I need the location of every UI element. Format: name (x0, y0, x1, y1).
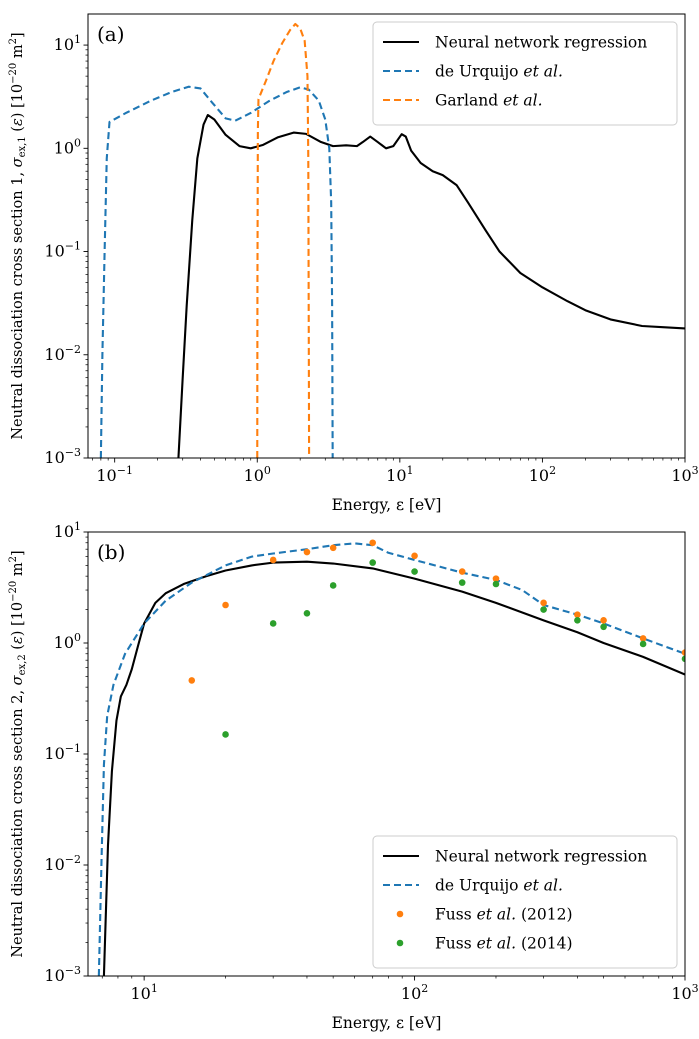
series-line (177, 113, 685, 458)
x-tick-label: 10−1 (96, 464, 133, 485)
data-point (492, 575, 500, 582)
legend-entry: Neural network regression (435, 34, 647, 52)
x-tick-label: 101 (386, 464, 413, 485)
y-tick-label: 101 (54, 520, 81, 541)
data-point (303, 548, 311, 556)
legend-marker (396, 939, 404, 947)
series-line (256, 22, 311, 458)
legend-entry: de Urquijo et al. (435, 877, 563, 895)
panel-label: (b) (97, 540, 125, 564)
series-line (99, 85, 334, 458)
x-tick-label: 103 (671, 982, 698, 1003)
x-tick-label: 100 (244, 464, 271, 485)
legend-entry: Garland et al. (435, 92, 543, 110)
y-tick-label: 101 (54, 33, 81, 54)
legend-marker (396, 910, 404, 918)
data-point (600, 617, 607, 624)
data-point (492, 580, 500, 588)
y-tick-label: 100 (54, 136, 81, 157)
y-axis-label: Neutral dissociation cross section 1, σe… (8, 32, 28, 439)
data-point (458, 568, 466, 575)
x-tick-label: 103 (671, 464, 698, 485)
series-line (97, 542, 685, 976)
legend-entry: Neural network regression (435, 848, 647, 866)
y-axis-label: Neutral dissociation cross section 2, σe… (8, 550, 28, 957)
data-point (329, 582, 337, 589)
data-point (369, 539, 376, 547)
data-point (329, 544, 337, 552)
legend-box (372, 21, 678, 126)
y-tick-label: 10−2 (44, 853, 81, 874)
data-point (222, 601, 229, 609)
data-point (600, 623, 607, 631)
data-point (222, 731, 229, 738)
legend-entry: Fuss et al. (2014) (435, 935, 573, 953)
data-point (269, 620, 277, 627)
y-tick-label: 10−3 (44, 446, 81, 467)
series-line (102, 560, 685, 976)
legend: Neural network regression de Urquijo et a… (372, 835, 678, 969)
x-tick-label: 101 (130, 982, 157, 1003)
data-point (540, 606, 547, 613)
legend-entry: de Urquijo et al. (435, 63, 563, 81)
data-point (639, 635, 647, 642)
data-point (411, 568, 418, 575)
data-point (458, 579, 466, 586)
data-point (188, 677, 196, 684)
data-point (681, 655, 685, 663)
series-group (97, 539, 685, 976)
data-point (574, 617, 581, 624)
x-tick-label: 102 (401, 982, 428, 1003)
chart-panel-0: 10−1 100 101 102 103 10−3 10−2 10−1 100 101 Energy… (8, 13, 699, 514)
x-axis-label: Energy, ε [eV] (332, 496, 442, 514)
x-axis-label: Energy, ε [eV] (332, 1014, 442, 1032)
series-group (99, 22, 685, 458)
data-point (369, 559, 376, 566)
x-tick-label: 102 (529, 464, 556, 485)
legend-box (372, 835, 678, 969)
y-tick-label: 10−2 (44, 343, 81, 364)
data-point (303, 610, 311, 617)
y-tick-label: 100 (54, 631, 81, 652)
data-point (681, 649, 685, 656)
chart-panel-1: 101 102 103 10−3 10−2 10−1 100 101 Energy, ε [eV… (8, 520, 699, 1032)
y-tick-label: 10−3 (44, 964, 81, 985)
y-tick-label: 10−1 (44, 240, 81, 261)
data-point (540, 599, 547, 607)
data-point (639, 640, 647, 648)
plot-frame (87, 13, 686, 459)
panel-label: (a) (97, 22, 125, 46)
legend: Neural network regression de Urquijo et a… (372, 21, 678, 126)
y-tick-label: 10−1 (44, 742, 81, 763)
legend-entry: Fuss et al. (2012) (435, 906, 573, 924)
data-point (269, 556, 277, 564)
data-point (411, 552, 418, 560)
data-point (574, 611, 581, 618)
